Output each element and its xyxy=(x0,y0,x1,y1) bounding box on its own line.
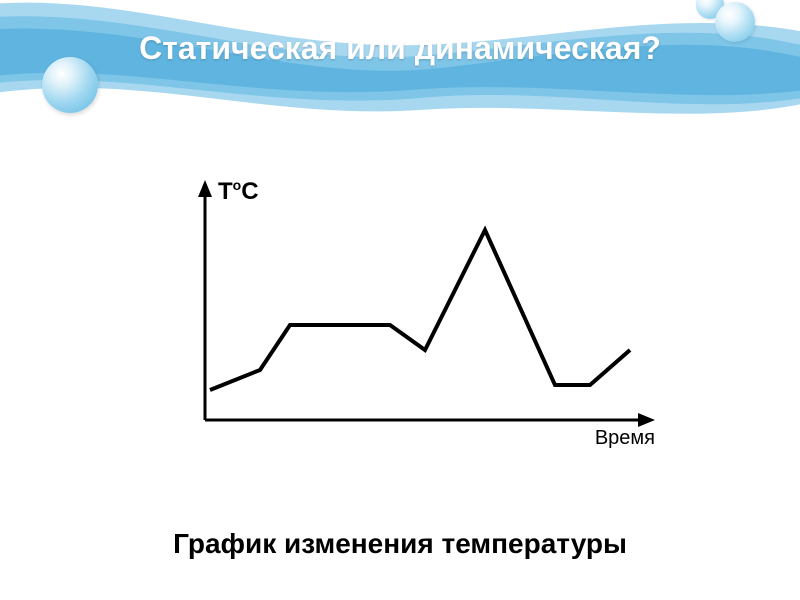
x-axis-arrow-icon xyxy=(638,413,655,427)
y-axis-arrow-icon xyxy=(198,180,212,197)
banner-waves xyxy=(0,0,800,160)
page-title: Статическая или динамическая? xyxy=(0,30,800,67)
bubble-icon xyxy=(715,2,755,42)
chart-caption: График изменения температуры xyxy=(0,528,800,560)
y-axis-label: ToC xyxy=(218,177,259,206)
bubble-icon xyxy=(42,57,98,113)
header-banner: Статическая или динамическая? xyxy=(0,0,800,140)
temperature-line xyxy=(210,230,630,390)
x-axis-label: Время xyxy=(595,427,655,450)
temperature-chart: ToC Время xyxy=(140,175,660,475)
